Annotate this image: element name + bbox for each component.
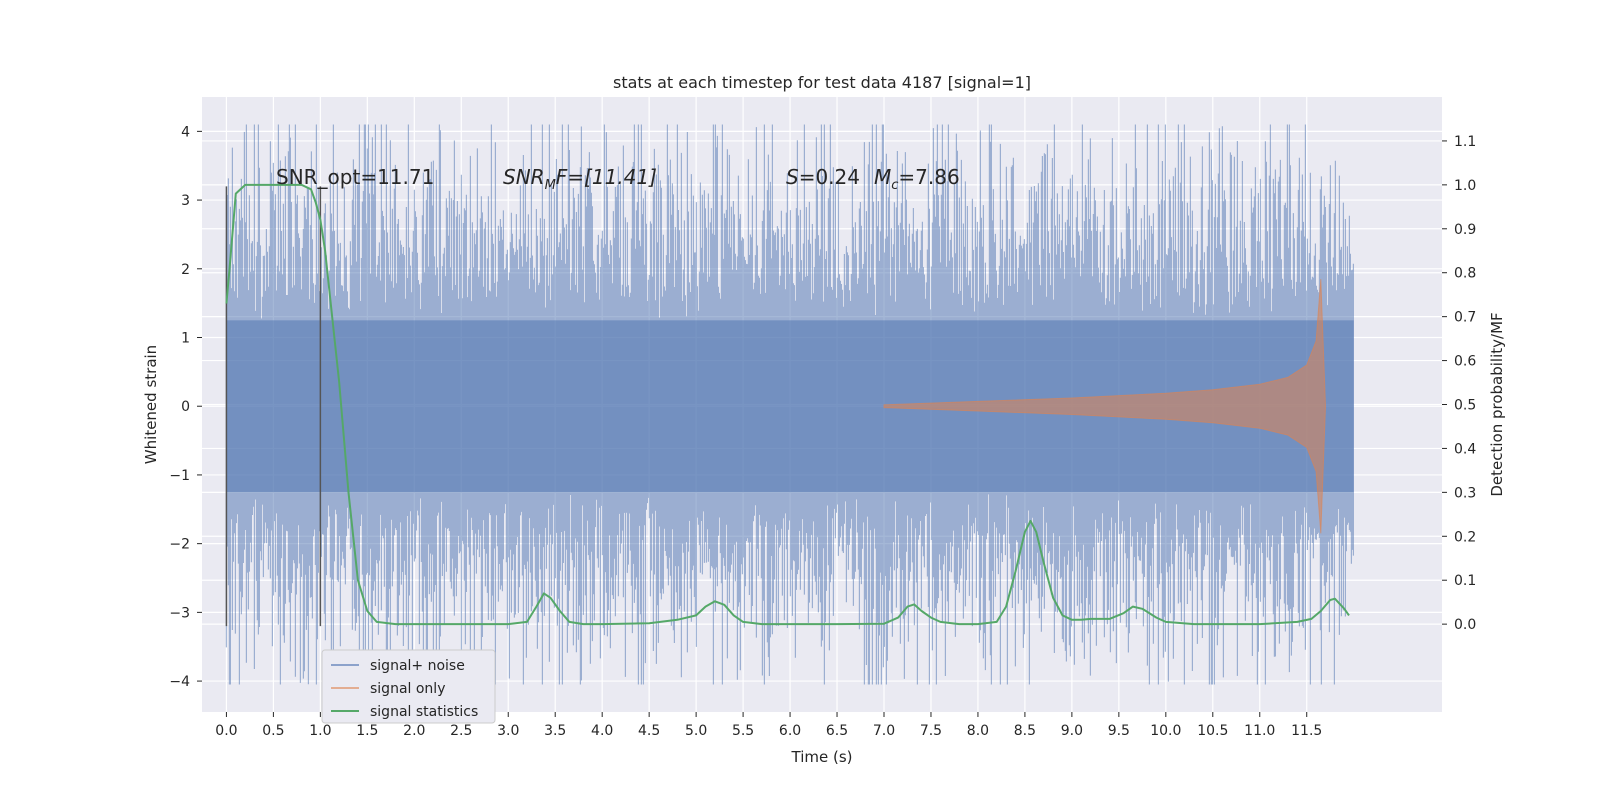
x-tick-label: 5.0 (685, 723, 707, 739)
y-tick-label: 2 (181, 262, 190, 278)
x-tick-label: 1.5 (356, 723, 378, 739)
y2-tick-label: 0.7 (1454, 310, 1476, 326)
snr-mf-value: F=[11.41] (556, 165, 657, 189)
legend-label: signal only (370, 681, 445, 697)
x-tick-label: 8.0 (967, 723, 989, 739)
x-tick-label: 8.5 (1014, 723, 1036, 739)
y-tick-label: −2 (169, 537, 190, 553)
x-tick-label: 7.0 (873, 723, 895, 739)
y-axis-label: Whitened strain (142, 345, 160, 464)
y2-tick-label: 0.2 (1454, 529, 1476, 545)
series-signal-statistics (225, 183, 1350, 626)
y-tick-label: 1 (181, 331, 190, 347)
x-tick-label: 2.0 (403, 723, 425, 739)
y-tick-label: −3 (169, 605, 190, 621)
y2-tick-label: 0.4 (1454, 441, 1476, 457)
y-tick-label: 4 (181, 124, 190, 140)
vertical-markers (225, 186, 322, 627)
legend-box (321, 649, 496, 724)
statistics-line (225, 183, 1350, 626)
chirp-envelope (883, 279, 1327, 534)
y-tick-label: 0 (181, 399, 190, 415)
y2-tick-label: 0.0 (1454, 617, 1476, 633)
x-tick-label: 4.5 (638, 723, 660, 739)
y2-tick-label: 0.9 (1454, 222, 1476, 238)
y2-tick-label: 1.0 (1454, 178, 1476, 194)
annotation-snr-opt: SNR_opt=11.71 (276, 165, 434, 189)
annotation-snr-mf: SNRMF=[11.41] (503, 165, 657, 193)
x-tick-label: 11.5 (1291, 723, 1322, 739)
y2-tick-label: 0.3 (1454, 485, 1476, 501)
y2-tick-label: 0.1 (1454, 573, 1476, 589)
x-tick-label: 6.5 (826, 723, 848, 739)
y2-tick-label: 1.1 (1454, 134, 1476, 150)
legend-label: signal statistics (370, 704, 478, 720)
x-tick-label: 3.0 (497, 723, 519, 739)
x-axis-label: Time (s) (791, 748, 853, 766)
y-tick-label: 3 (181, 193, 190, 209)
snr-mf-symbol: SNR (503, 165, 545, 189)
y-tick-label: −1 (169, 468, 190, 484)
s-value: =0.24 (799, 165, 860, 189)
series-signal-only (883, 279, 1327, 534)
mc-value: =7.86 (898, 165, 959, 189)
x-tick-label: 3.5 (544, 723, 566, 739)
y2-tick-label: 0.8 (1454, 266, 1476, 282)
mc-subscript: c (891, 178, 898, 193)
snr-mf-subscript: M (545, 178, 556, 193)
annotation-s-mc: S=0.24 Mc=7.86 (786, 165, 960, 193)
legend-label: signal+ noise (370, 658, 465, 674)
y2-tick-label: 0.5 (1454, 398, 1476, 414)
y-tick-label: −4 (169, 674, 190, 690)
x-tick-label: 5.5 (732, 723, 754, 739)
x-tick-label: 6.0 (779, 723, 801, 739)
x-tick-label: 9.5 (1108, 723, 1130, 739)
chart-title: stats at each timestep for test data 418… (613, 73, 1031, 92)
x-tick-label: 1.0 (309, 723, 331, 739)
x-tick-label: 2.5 (450, 723, 472, 739)
mc-symbol: M (874, 165, 891, 189)
x-tick-label: 9.0 (1061, 723, 1083, 739)
x-tick-label: 11.0 (1244, 723, 1275, 739)
x-tick-label: 0.0 (215, 723, 237, 739)
x-tick-label: 4.0 (591, 723, 613, 739)
x-tick-label: 7.5 (920, 723, 942, 739)
y2-axis-label: Detection probability/MF (1488, 312, 1506, 496)
y2-tick-label: 0.6 (1454, 354, 1476, 370)
legend: signal+ noise signal only signal statistic… (321, 649, 496, 724)
axis-ticks: 0.0 0.5 1.0 1.5 2.0 2.5 3.0 3.5 4.0 4.5 5.0 5.5 6.0 6… (169, 124, 1476, 739)
s-symbol: S (786, 165, 799, 189)
x-tick-label: 0.5 (262, 723, 284, 739)
x-tick-label: 10.0 (1150, 723, 1181, 739)
x-tick-label: 10.5 (1197, 723, 1228, 739)
